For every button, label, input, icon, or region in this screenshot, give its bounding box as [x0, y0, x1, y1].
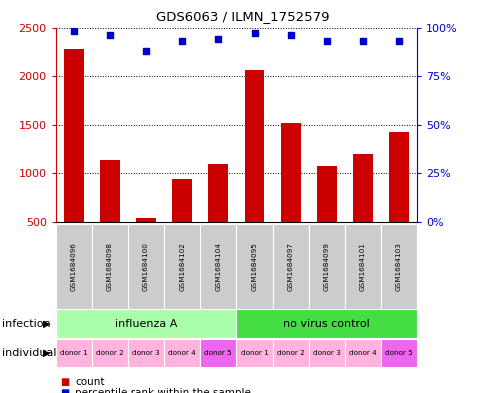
Bar	[352, 154, 372, 271]
Bar	[56, 224, 92, 309]
Bar	[236, 224, 272, 309]
Bar	[244, 70, 264, 271]
Point	[250, 30, 258, 37]
Text: GSM1684097: GSM1684097	[287, 242, 293, 291]
Point	[322, 38, 330, 44]
Bar	[344, 339, 380, 367]
Bar	[380, 224, 416, 309]
Bar	[200, 339, 236, 367]
Bar	[92, 339, 128, 367]
Bar	[128, 339, 164, 367]
Text: GDS6063 / ILMN_1752579: GDS6063 / ILMN_1752579	[155, 10, 329, 23]
Bar	[200, 224, 236, 309]
Text: donor 1: donor 1	[60, 350, 88, 356]
Text: ■: ■	[60, 388, 70, 393]
Text: donor 2: donor 2	[276, 350, 304, 356]
Text: donor 4: donor 4	[348, 350, 376, 356]
Text: ▶: ▶	[43, 319, 51, 329]
Text: influenza A: influenza A	[115, 319, 177, 329]
Point	[394, 38, 402, 44]
Bar	[280, 123, 300, 271]
Text: donor 1: donor 1	[240, 350, 268, 356]
Text: infection: infection	[2, 319, 51, 329]
Text: no virus control: no virus control	[283, 319, 369, 329]
Text: donor 3: donor 3	[312, 350, 340, 356]
Point	[70, 28, 77, 35]
Text: GSM1684098: GSM1684098	[107, 242, 113, 291]
Text: percentile rank within the sample: percentile rank within the sample	[75, 388, 251, 393]
Bar	[56, 309, 236, 338]
Text: GSM1684101: GSM1684101	[359, 242, 365, 291]
Text: count: count	[75, 377, 105, 387]
Point	[358, 38, 366, 44]
Bar	[164, 224, 200, 309]
Bar	[272, 339, 308, 367]
Text: donor 4: donor 4	[168, 350, 196, 356]
Bar	[172, 179, 192, 271]
Text: ▶: ▶	[43, 348, 51, 358]
Bar	[164, 339, 200, 367]
Point	[142, 48, 150, 54]
Point	[178, 38, 186, 44]
Bar	[100, 160, 120, 271]
Text: individual: individual	[2, 348, 57, 358]
Text: donor 2: donor 2	[96, 350, 123, 356]
Bar	[272, 224, 308, 309]
Bar	[136, 218, 156, 271]
Text: GSM1684102: GSM1684102	[179, 242, 185, 291]
Text: donor 3: donor 3	[132, 350, 160, 356]
Bar	[388, 132, 408, 271]
Text: donor 5: donor 5	[204, 350, 232, 356]
Text: donor 5: donor 5	[384, 350, 412, 356]
Text: GSM1684100: GSM1684100	[143, 242, 149, 291]
Text: GSM1684104: GSM1684104	[215, 242, 221, 291]
Bar	[308, 339, 344, 367]
Bar	[128, 224, 164, 309]
Point	[214, 36, 222, 42]
Bar	[236, 309, 416, 338]
Bar	[56, 339, 92, 367]
Text: GSM1684099: GSM1684099	[323, 242, 329, 291]
Text: GSM1684095: GSM1684095	[251, 242, 257, 291]
Bar	[64, 49, 84, 271]
Bar	[316, 165, 336, 271]
Bar	[236, 339, 272, 367]
Text: GSM1684103: GSM1684103	[395, 242, 401, 291]
Bar	[92, 224, 128, 309]
Point	[106, 32, 114, 39]
Bar	[380, 339, 416, 367]
Bar	[308, 224, 344, 309]
Bar	[208, 163, 228, 271]
Point	[286, 32, 294, 39]
Bar	[344, 224, 380, 309]
Text: ■: ■	[60, 377, 70, 387]
Text: GSM1684096: GSM1684096	[71, 242, 76, 291]
